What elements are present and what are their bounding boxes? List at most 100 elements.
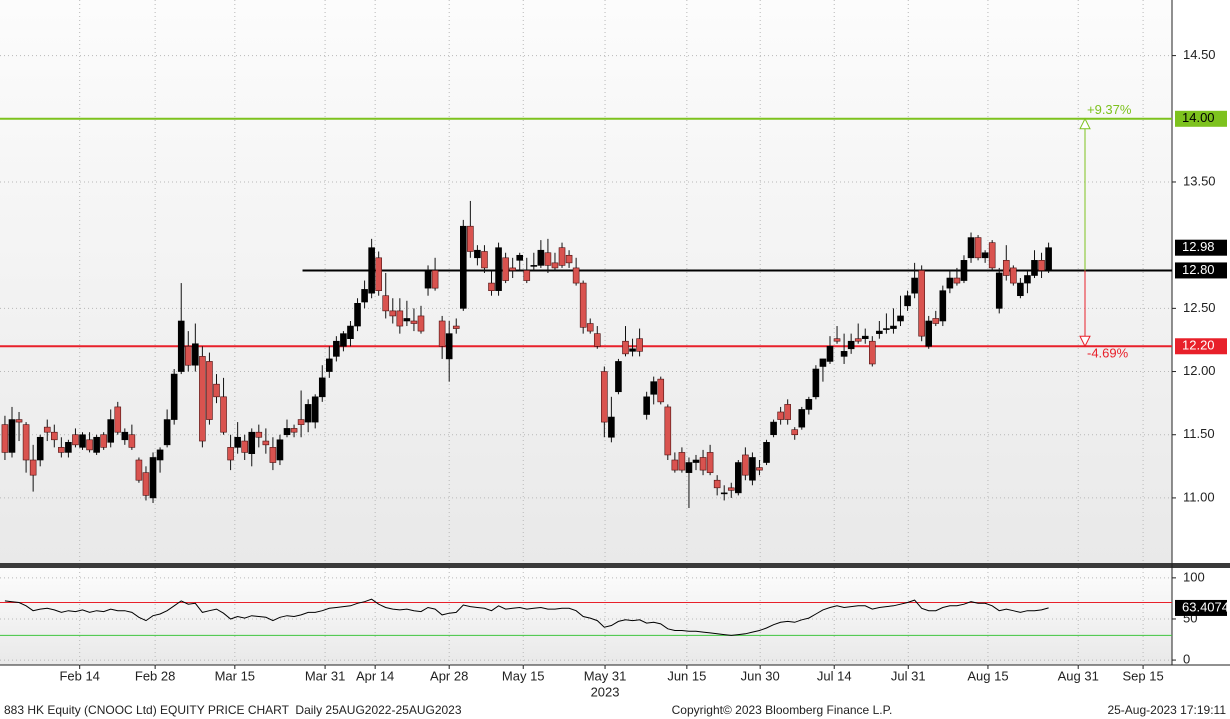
candle-body (742, 454, 749, 476)
candle-body (615, 361, 622, 393)
x-tick-label: Apr 28 (430, 668, 468, 683)
x-tick-label: Jul 31 (891, 668, 926, 683)
x-year-label: 2023 (591, 684, 620, 699)
candle-body (135, 459, 143, 481)
range-arrow-head (1079, 335, 1091, 348)
candle-body (410, 320, 418, 324)
x-tick-label: Jun 15 (667, 668, 706, 683)
rsi-tick-label: 100 (1183, 569, 1205, 584)
candle-body (467, 225, 474, 252)
candle-body (876, 330, 883, 334)
candle-body (636, 338, 643, 352)
candle-body (643, 396, 650, 415)
x-tick-label: Mar 31 (305, 668, 345, 683)
candle-body (509, 267, 516, 271)
candle-body (819, 358, 827, 367)
x-tick-label: Sep 15 (1122, 668, 1163, 683)
candle-body (502, 257, 509, 281)
candle-body (43, 426, 51, 433)
y-tick-label: 12.50 (1183, 300, 1216, 315)
candle-body (967, 237, 975, 259)
candle-body (276, 439, 284, 461)
candle-body (290, 428, 298, 433)
rsi-last-label: 63.4074 (1182, 599, 1229, 614)
candle-body (586, 323, 594, 332)
candle-body (445, 333, 453, 360)
range-label: -4.69% (1087, 346, 1129, 361)
candle-body (15, 419, 23, 423)
y-tick-label: 11.50 (1183, 426, 1215, 441)
x-tick-label: Apr 14 (356, 668, 394, 683)
candle-body (347, 325, 354, 339)
candle-body (199, 356, 206, 442)
x-tick-label: Aug 15 (967, 668, 1008, 683)
candle-body (657, 378, 665, 403)
candle-body (840, 351, 848, 357)
candle-body (368, 247, 375, 294)
candle-body (664, 406, 672, 456)
candle-body (918, 270, 925, 337)
candle-body (593, 333, 601, 347)
candle-body (565, 254, 573, 264)
candle-body (354, 302, 361, 327)
candle-body (488, 282, 495, 291)
y-tick-label: 11.00 (1183, 489, 1215, 504)
candle-body (798, 409, 806, 428)
candle-body (777, 411, 784, 420)
x-tick-label: May 31 (584, 668, 627, 683)
candle-body (558, 247, 566, 266)
candle-body (784, 404, 791, 420)
candle-body (318, 377, 326, 398)
candle-body (706, 452, 714, 473)
last-price-label: 12.98 (1182, 239, 1215, 254)
candle-body (699, 457, 707, 471)
candle-body (727, 487, 735, 491)
candle-body (304, 404, 312, 423)
candle-body (220, 396, 227, 433)
candle-body (22, 424, 30, 461)
candle-body (1045, 247, 1052, 271)
candle-body (981, 252, 989, 259)
candle-body (685, 462, 693, 473)
candle-body (241, 440, 248, 453)
candle-body (897, 315, 904, 322)
candle-body (516, 254, 524, 261)
candle-body (248, 431, 256, 454)
candle-body (234, 436, 241, 448)
candle-body (50, 431, 58, 441)
candle-body (100, 434, 107, 448)
candle-body (763, 442, 770, 463)
candle-body (551, 262, 559, 269)
candle-body (572, 267, 580, 284)
candle-body (601, 371, 608, 423)
level-label: 14.00 (1182, 110, 1215, 125)
x-tick-label: Feb 14 (59, 668, 99, 683)
candle-body (1002, 260, 1010, 276)
candle-body (1024, 275, 1031, 284)
candle-body (805, 399, 813, 410)
candle-body (255, 431, 263, 438)
candle-body (911, 277, 918, 294)
candle-body (833, 338, 841, 342)
candle-body (149, 457, 157, 499)
candle-body (544, 252, 552, 266)
candle-body (297, 419, 305, 425)
candle-body (946, 277, 954, 289)
candle-body (939, 290, 947, 322)
x-tick-label: Feb 28 (135, 668, 175, 683)
candle-body (452, 325, 460, 329)
candle-body (1010, 267, 1017, 284)
level-label-box (1175, 110, 1227, 127)
rsi-tick-label: 0 (1183, 652, 1190, 667)
x-tick-label: Mar 15 (215, 668, 255, 683)
candle-body (311, 396, 319, 423)
candle-body (333, 340, 340, 357)
candle-body (340, 333, 347, 347)
footer-right: 25-Aug-2023 17:19:11 (1107, 703, 1226, 717)
last-price-label-box (1175, 239, 1227, 256)
candle-body (72, 434, 79, 446)
candle-body (29, 459, 37, 476)
y-tick-label: 12.00 (1183, 363, 1216, 378)
x-tick-label: Jun 30 (741, 668, 780, 683)
candle-body (1038, 260, 1045, 271)
